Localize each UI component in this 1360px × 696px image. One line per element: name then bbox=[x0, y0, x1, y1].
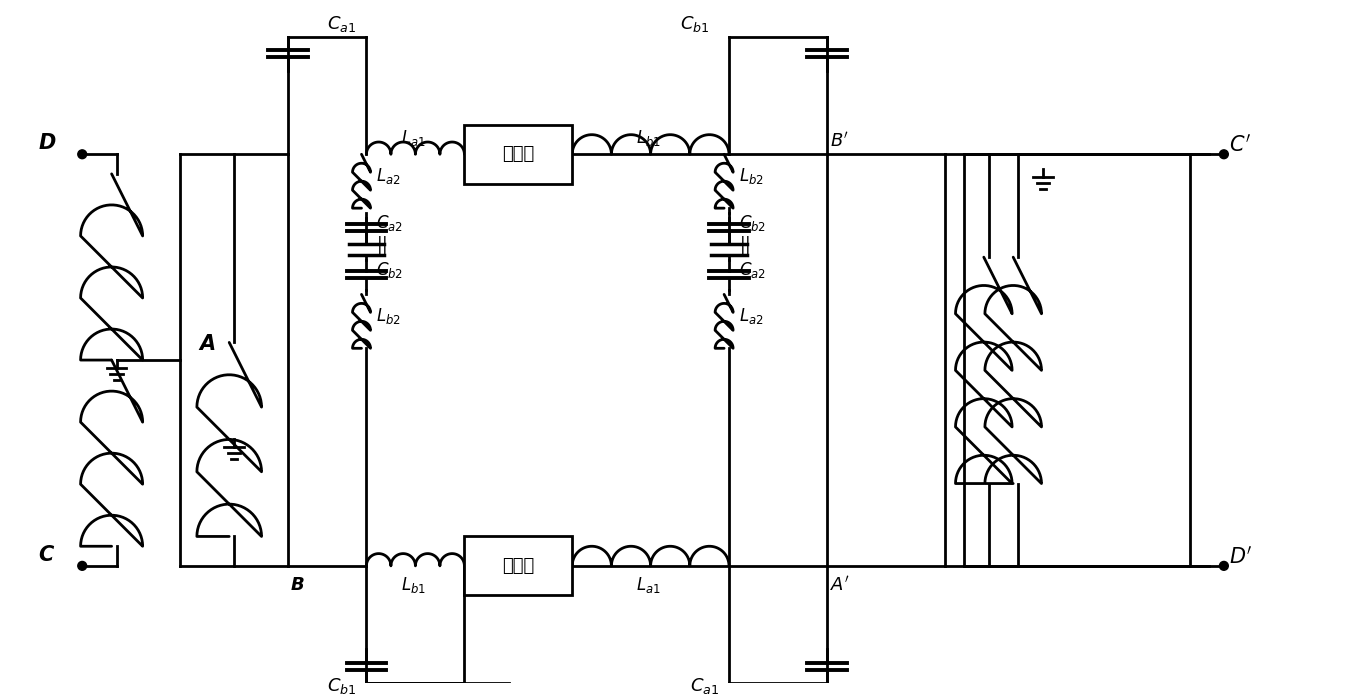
Circle shape bbox=[78, 562, 87, 570]
Text: $L_{b1}$: $L_{b1}$ bbox=[401, 576, 426, 595]
Text: $C_{a1}$: $C_{a1}$ bbox=[328, 14, 356, 34]
Text: $D'$: $D'$ bbox=[1229, 545, 1253, 567]
Text: $L_{a1}$: $L_{a1}$ bbox=[401, 127, 426, 148]
Circle shape bbox=[1220, 562, 1228, 570]
Text: $A'$: $A'$ bbox=[830, 576, 850, 594]
Bar bbox=[464, 537, 573, 595]
Text: $C_{b1}$: $C_{b1}$ bbox=[328, 677, 356, 696]
Bar bbox=[464, 125, 573, 184]
Text: B: B bbox=[291, 576, 305, 594]
Text: $L_{b1}$: $L_{b1}$ bbox=[636, 127, 661, 148]
Text: $C_{b1}$: $C_{b1}$ bbox=[680, 14, 710, 34]
Text: $||$: $||$ bbox=[377, 235, 388, 256]
Text: A: A bbox=[200, 334, 216, 354]
Text: $B'$: $B'$ bbox=[830, 132, 849, 150]
Text: $C_{b2}$: $C_{b2}$ bbox=[738, 213, 766, 232]
Text: $C_{a1}$: $C_{a1}$ bbox=[690, 677, 719, 696]
Circle shape bbox=[78, 150, 87, 159]
Text: $L_{b2}$: $L_{b2}$ bbox=[377, 306, 401, 326]
Text: $C_{b2}$: $C_{b2}$ bbox=[377, 260, 404, 280]
Text: $L_{a2}$: $L_{a2}$ bbox=[377, 166, 401, 187]
Circle shape bbox=[1220, 150, 1228, 159]
Text: 滤波器: 滤波器 bbox=[502, 557, 534, 575]
Text: $||$: $||$ bbox=[738, 235, 749, 256]
Text: 滤波器: 滤波器 bbox=[502, 145, 534, 164]
Text: $L_{a1}$: $L_{a1}$ bbox=[636, 576, 661, 595]
Text: $L_{b2}$: $L_{b2}$ bbox=[738, 166, 764, 187]
Text: D: D bbox=[38, 134, 56, 153]
Text: $C_{a2}$: $C_{a2}$ bbox=[738, 260, 766, 280]
Text: $C'$: $C'$ bbox=[1229, 134, 1251, 155]
Text: $C_{a2}$: $C_{a2}$ bbox=[377, 213, 403, 232]
Text: $L_{a2}$: $L_{a2}$ bbox=[738, 306, 763, 326]
Text: C: C bbox=[38, 545, 53, 565]
